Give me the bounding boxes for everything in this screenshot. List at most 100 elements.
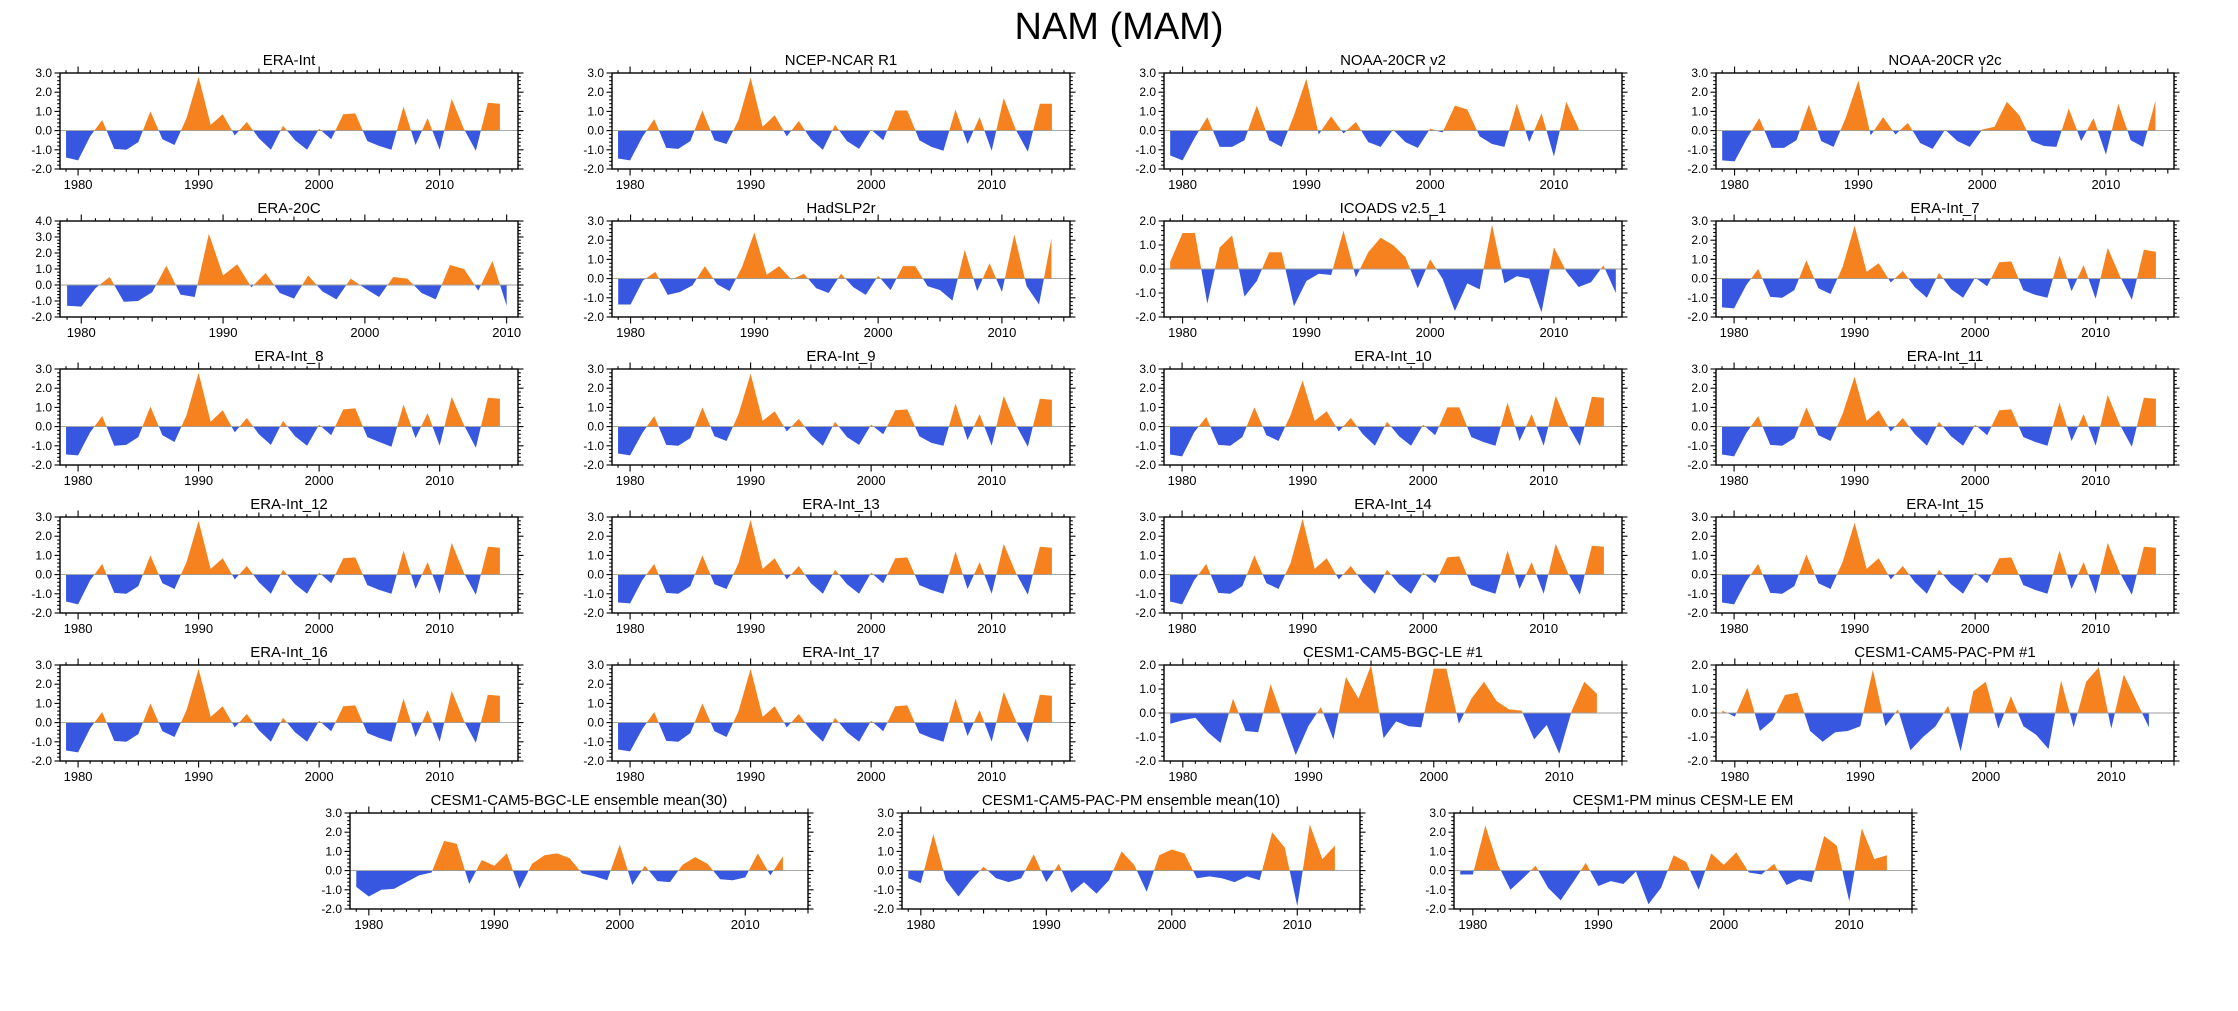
chart-ncep-ncar-r1: NCEP-NCAR R1 1980 1990 2000 2010 -2.0 -1.0 0.0 1…: [583, 52, 1076, 192]
svg-text:1.0: 1.0: [35, 548, 52, 562]
chart-cesm1-cam5-pac-pm-1: CESM1-CAM5-PAC-PM #1 1980 1990 2000 2010 -2.0…: [1687, 644, 2180, 784]
svg-text:0.0: 0.0: [325, 864, 342, 878]
svg-text:2000: 2000: [857, 769, 886, 784]
svg-text:-2.0: -2.0: [583, 162, 604, 176]
svg-text:ICOADS v2.5_1: ICOADS v2.5_1: [1340, 201, 1447, 217]
svg-text:2.0: 2.0: [35, 85, 52, 99]
svg-text:ERA-Int_12: ERA-Int_12: [250, 497, 328, 513]
svg-text:-2.0: -2.0: [1687, 310, 1708, 324]
panel-era-int-10: ERA-Int_10 1980 1990 2000 2010 -2.0 -1.0 0.0 1.0…: [1110, 348, 1662, 497]
svg-text:-2.0: -2.0: [1135, 606, 1156, 620]
panel-cesm1-cam5-pac-pm-1: CESM1-CAM5-PAC-PM #1 1980 1990 2000 2010 -2.0…: [1662, 644, 2214, 793]
svg-text:1980: 1980: [1720, 473, 1749, 488]
panel-ncep-ncar-r1: NCEP-NCAR R1 1980 1990 2000 2010 -2.0 -1.0 0.0 1…: [558, 52, 1110, 201]
svg-text:2000: 2000: [1419, 769, 1448, 784]
panel-hadslp2r: HadSLP2r 1980 1990 2000 2010 -2.0 -1.0 0.0 1.0 2.…: [558, 200, 1110, 349]
svg-text:1990: 1990: [480, 917, 509, 932]
svg-text:2010: 2010: [1835, 917, 1864, 932]
svg-text:1990: 1990: [740, 325, 769, 340]
svg-text:1980: 1980: [1168, 769, 1197, 784]
panel-cesm1-cam5-pac-pm-ensemble-mean-10: CESM1-CAM5-PAC-PM ensemble mean(10) 1980 1…: [848, 792, 1400, 941]
svg-text:-2.0: -2.0: [1135, 162, 1156, 176]
svg-text:3.0: 3.0: [587, 362, 604, 376]
svg-text:-1.0: -1.0: [1135, 143, 1156, 157]
svg-text:0.0: 0.0: [587, 420, 604, 434]
svg-text:1980: 1980: [616, 473, 645, 488]
svg-text:3.0: 3.0: [325, 806, 342, 820]
svg-text:CESM1-CAM5-BGC-LE #1: CESM1-CAM5-BGC-LE #1: [1303, 645, 1483, 661]
svg-text:1.0: 1.0: [35, 262, 52, 276]
svg-text:1.0: 1.0: [1139, 104, 1156, 118]
svg-text:2000: 2000: [1409, 473, 1438, 488]
svg-text:2.0: 2.0: [1139, 529, 1156, 543]
svg-text:2000: 2000: [305, 621, 334, 636]
chart-noaa-20cr-v2c: NOAA-20CR v2c 1980 1990 2000 2010 -2.0 -1.0 0.0…: [1687, 52, 2180, 192]
svg-text:-1.0: -1.0: [583, 587, 604, 601]
panel-noaa-20cr-v2c: NOAA-20CR v2c 1980 1990 2000 2010 -2.0 -1.0 0.0…: [1662, 52, 2214, 201]
svg-text:2.0: 2.0: [1691, 85, 1708, 99]
svg-text:1.0: 1.0: [587, 400, 604, 414]
svg-text:2010: 2010: [492, 325, 521, 340]
svg-text:CESM1-CAM5-PAC-PM #1: CESM1-CAM5-PAC-PM #1: [1854, 645, 2035, 661]
svg-text:ERA-Int_13: ERA-Int_13: [802, 497, 880, 513]
chart-cesm1-cam5-bgc-le-ensemble-mean-30: CESM1-CAM5-BGC-LE ensemble mean(30) 1980 1…: [321, 792, 814, 932]
svg-text:CESM1-CAM5-BGC-LE ensemble mea: CESM1-CAM5-BGC-LE ensemble mean(30): [431, 793, 728, 809]
svg-text:2010: 2010: [977, 177, 1006, 192]
svg-text:1.0: 1.0: [587, 696, 604, 710]
svg-text:2.0: 2.0: [587, 381, 604, 395]
chart-era-int-15: ERA-Int_15 1980 1990 2000 2010 -2.0 -1.0 0.0 1.0…: [1687, 496, 2180, 636]
svg-text:3.0: 3.0: [1429, 806, 1446, 820]
svg-text:2000: 2000: [1968, 177, 1997, 192]
svg-text:1980: 1980: [906, 917, 935, 932]
svg-text:-1.0: -1.0: [583, 143, 604, 157]
svg-text:2.0: 2.0: [1691, 233, 1708, 247]
svg-text:1980: 1980: [1168, 177, 1197, 192]
svg-text:0.0: 0.0: [1691, 420, 1708, 434]
svg-text:1990: 1990: [1840, 621, 1869, 636]
svg-text:1990: 1990: [736, 177, 765, 192]
svg-text:2.0: 2.0: [1429, 825, 1446, 839]
svg-text:-2.0: -2.0: [1135, 754, 1156, 768]
svg-text:2010: 2010: [977, 473, 1006, 488]
svg-text:1980: 1980: [64, 769, 93, 784]
svg-text:-1.0: -1.0: [583, 735, 604, 749]
svg-text:-2.0: -2.0: [31, 310, 52, 324]
svg-text:1.0: 1.0: [587, 104, 604, 118]
svg-text:1.0: 1.0: [35, 696, 52, 710]
svg-text:1990: 1990: [184, 473, 213, 488]
svg-text:2.0: 2.0: [1139, 381, 1156, 395]
svg-text:0.0: 0.0: [35, 124, 52, 138]
svg-text:2.0: 2.0: [877, 825, 894, 839]
svg-text:-2.0: -2.0: [873, 902, 894, 916]
svg-text:1980: 1980: [616, 621, 645, 636]
svg-text:1990: 1990: [1292, 177, 1321, 192]
svg-text:1990: 1990: [184, 769, 213, 784]
panel-era-int-15: ERA-Int_15 1980 1990 2000 2010 -2.0 -1.0 0.0 1.0…: [1662, 496, 2214, 645]
svg-text:1.0: 1.0: [1691, 682, 1708, 696]
svg-text:ERA-Int_11: ERA-Int_11: [1907, 349, 1983, 365]
svg-text:2000: 2000: [305, 177, 334, 192]
svg-text:2.0: 2.0: [1139, 85, 1156, 99]
chart-cesm1-pm-minus-cesm-le-em: CESM1-PM minus CESM-LE EM 1980 1990 2000 201…: [1425, 792, 1918, 932]
svg-text:3.0: 3.0: [587, 66, 604, 80]
svg-text:2.0: 2.0: [1691, 381, 1708, 395]
svg-text:-2.0: -2.0: [583, 606, 604, 620]
svg-text:1980: 1980: [1168, 325, 1197, 340]
svg-text:2010: 2010: [1529, 473, 1558, 488]
svg-text:-2.0: -2.0: [31, 458, 52, 472]
chart-era-int-16: ERA-Int_16 1980 1990 2000 2010 -2.0 -1.0 0.0 1.0…: [31, 644, 524, 784]
svg-text:2000: 2000: [1416, 325, 1445, 340]
svg-text:-1.0: -1.0: [583, 291, 604, 305]
svg-text:1990: 1990: [1844, 177, 1873, 192]
svg-text:1.0: 1.0: [877, 844, 894, 858]
svg-text:2.0: 2.0: [35, 529, 52, 543]
svg-text:-1.0: -1.0: [1687, 439, 1708, 453]
svg-text:1.0: 1.0: [587, 252, 604, 266]
svg-text:1990: 1990: [736, 769, 765, 784]
svg-text:1990: 1990: [1846, 769, 1875, 784]
svg-text:2000: 2000: [857, 177, 886, 192]
svg-text:0.0: 0.0: [35, 420, 52, 434]
svg-text:2.0: 2.0: [325, 825, 342, 839]
svg-text:2010: 2010: [1283, 917, 1312, 932]
svg-text:3.0: 3.0: [1691, 214, 1708, 228]
